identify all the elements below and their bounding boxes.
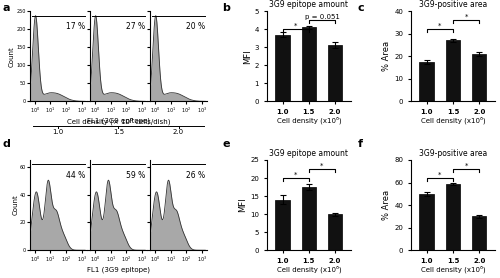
Text: a: a xyxy=(2,3,10,13)
X-axis label: Cell density (x10⁶): Cell density (x10⁶) xyxy=(276,265,341,273)
Text: c: c xyxy=(358,3,364,13)
Text: f: f xyxy=(358,139,362,149)
Text: Cell density (× 10⁶ cells/dish): Cell density (× 10⁶ cells/dish) xyxy=(66,118,170,125)
Bar xyxy=(446,184,460,250)
Y-axis label: MFI: MFI xyxy=(238,198,248,212)
Y-axis label: % Area: % Area xyxy=(382,41,392,71)
Text: d: d xyxy=(2,139,10,149)
Text: 1.0: 1.0 xyxy=(52,129,64,135)
Title: 3G9-positive area: 3G9-positive area xyxy=(419,0,487,9)
Bar xyxy=(302,27,316,101)
Text: 59 %: 59 % xyxy=(126,171,145,180)
Text: *: * xyxy=(438,172,442,177)
Text: *: * xyxy=(438,23,442,29)
Bar xyxy=(302,187,316,250)
Bar xyxy=(328,45,342,101)
Title: 3G9 epitope amount: 3G9 epitope amount xyxy=(270,0,348,9)
Bar xyxy=(276,200,289,250)
Y-axis label: Count: Count xyxy=(9,46,15,67)
Bar xyxy=(420,62,434,101)
X-axis label: FL1 (3G9 epitope): FL1 (3G9 epitope) xyxy=(87,266,150,273)
Y-axis label: % Area: % Area xyxy=(382,190,392,220)
Text: p = 0.051: p = 0.051 xyxy=(304,14,340,20)
Y-axis label: MFI: MFI xyxy=(243,49,252,64)
Bar xyxy=(472,54,486,101)
Title: 3G9-positive area: 3G9-positive area xyxy=(419,149,487,158)
Text: *: * xyxy=(464,14,468,20)
Text: e: e xyxy=(222,139,230,149)
Text: 26 %: 26 % xyxy=(186,171,205,180)
Text: *: * xyxy=(464,162,468,168)
Text: 17 %: 17 % xyxy=(66,22,85,31)
X-axis label: Cell density (x10⁶): Cell density (x10⁶) xyxy=(276,116,341,124)
Title: 3G9 epitope amount: 3G9 epitope amount xyxy=(270,149,348,158)
X-axis label: Cell density (x10⁶): Cell density (x10⁶) xyxy=(420,116,485,124)
Text: 20 %: 20 % xyxy=(186,22,205,31)
Text: 2.0: 2.0 xyxy=(173,129,184,135)
Bar xyxy=(420,194,434,250)
Text: 1.5: 1.5 xyxy=(113,129,124,135)
Text: *: * xyxy=(294,23,298,29)
Y-axis label: Count: Count xyxy=(12,195,18,215)
Text: *: * xyxy=(294,172,298,177)
Text: 44 %: 44 % xyxy=(66,171,85,180)
Text: 27 %: 27 % xyxy=(126,22,145,31)
Bar xyxy=(328,214,342,250)
Text: *: * xyxy=(320,162,324,168)
Text: b: b xyxy=(222,3,230,13)
Bar xyxy=(276,34,289,101)
Bar xyxy=(472,216,486,250)
X-axis label: Cell density (x10⁶): Cell density (x10⁶) xyxy=(420,265,485,273)
X-axis label: FL1 (3G9 epitope): FL1 (3G9 epitope) xyxy=(87,118,150,124)
Bar xyxy=(446,40,460,101)
